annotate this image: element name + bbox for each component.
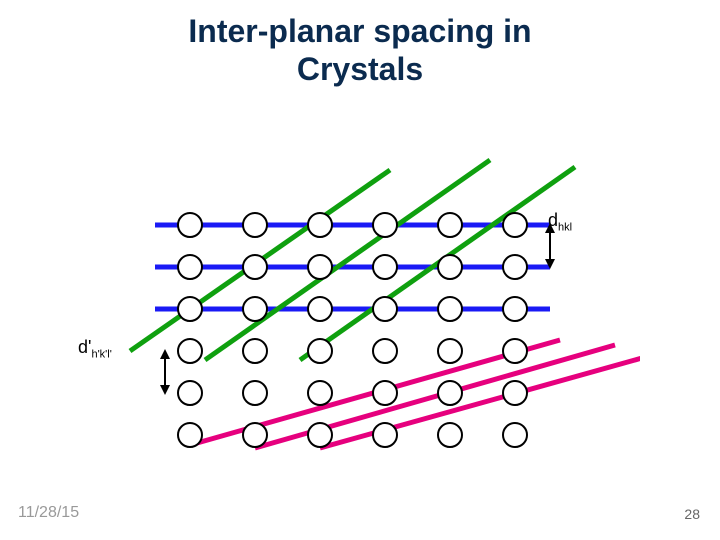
slide-date: 11/28/15 <box>18 504 79 522</box>
dhkl-label: dhkl <box>548 210 572 234</box>
title-line2: Crystals <box>297 51 423 87</box>
page-title: Inter-planar spacing in Crystals <box>0 0 720 89</box>
title-line1: Inter-planar spacing in <box>188 13 531 49</box>
page-number: 28 <box>684 506 700 522</box>
dprime-label: d'h'k'l' <box>78 337 112 361</box>
lattice-diagram: dhkl d'h'k'l' <box>120 155 640 455</box>
